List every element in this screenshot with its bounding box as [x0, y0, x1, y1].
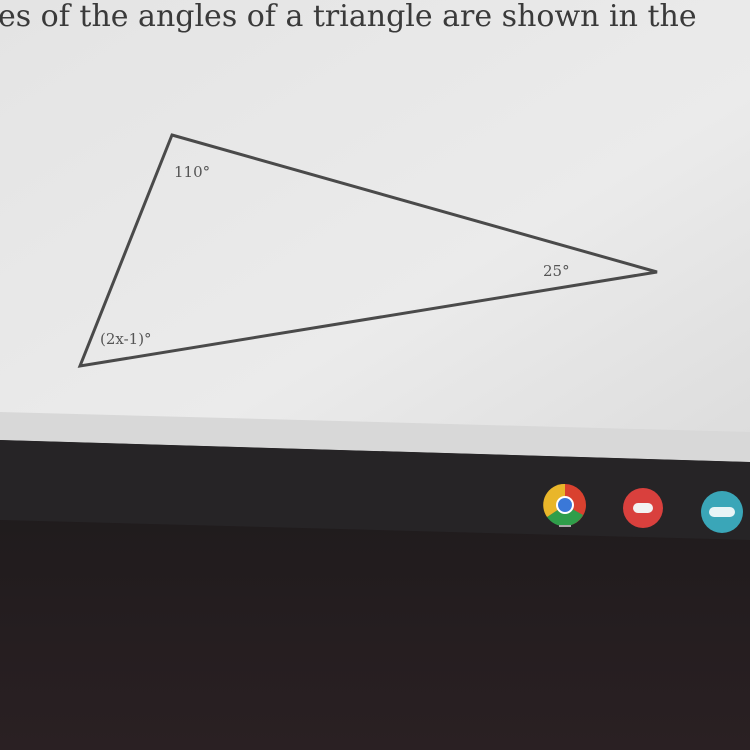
page-bottom	[0, 412, 750, 462]
angle-label: 25°	[543, 262, 570, 280]
angle-label: (2x-1)°	[100, 330, 152, 348]
triangle	[77, 133, 658, 368]
angle-label: 110°	[174, 163, 210, 181]
screen	[0, 0, 750, 462]
app-icon[interactable]	[701, 491, 743, 533]
app-icon[interactable]	[623, 488, 663, 528]
chrome-icon[interactable]	[543, 483, 586, 527]
question-text: es of the angles of a triangle are shown…	[0, 0, 697, 34]
